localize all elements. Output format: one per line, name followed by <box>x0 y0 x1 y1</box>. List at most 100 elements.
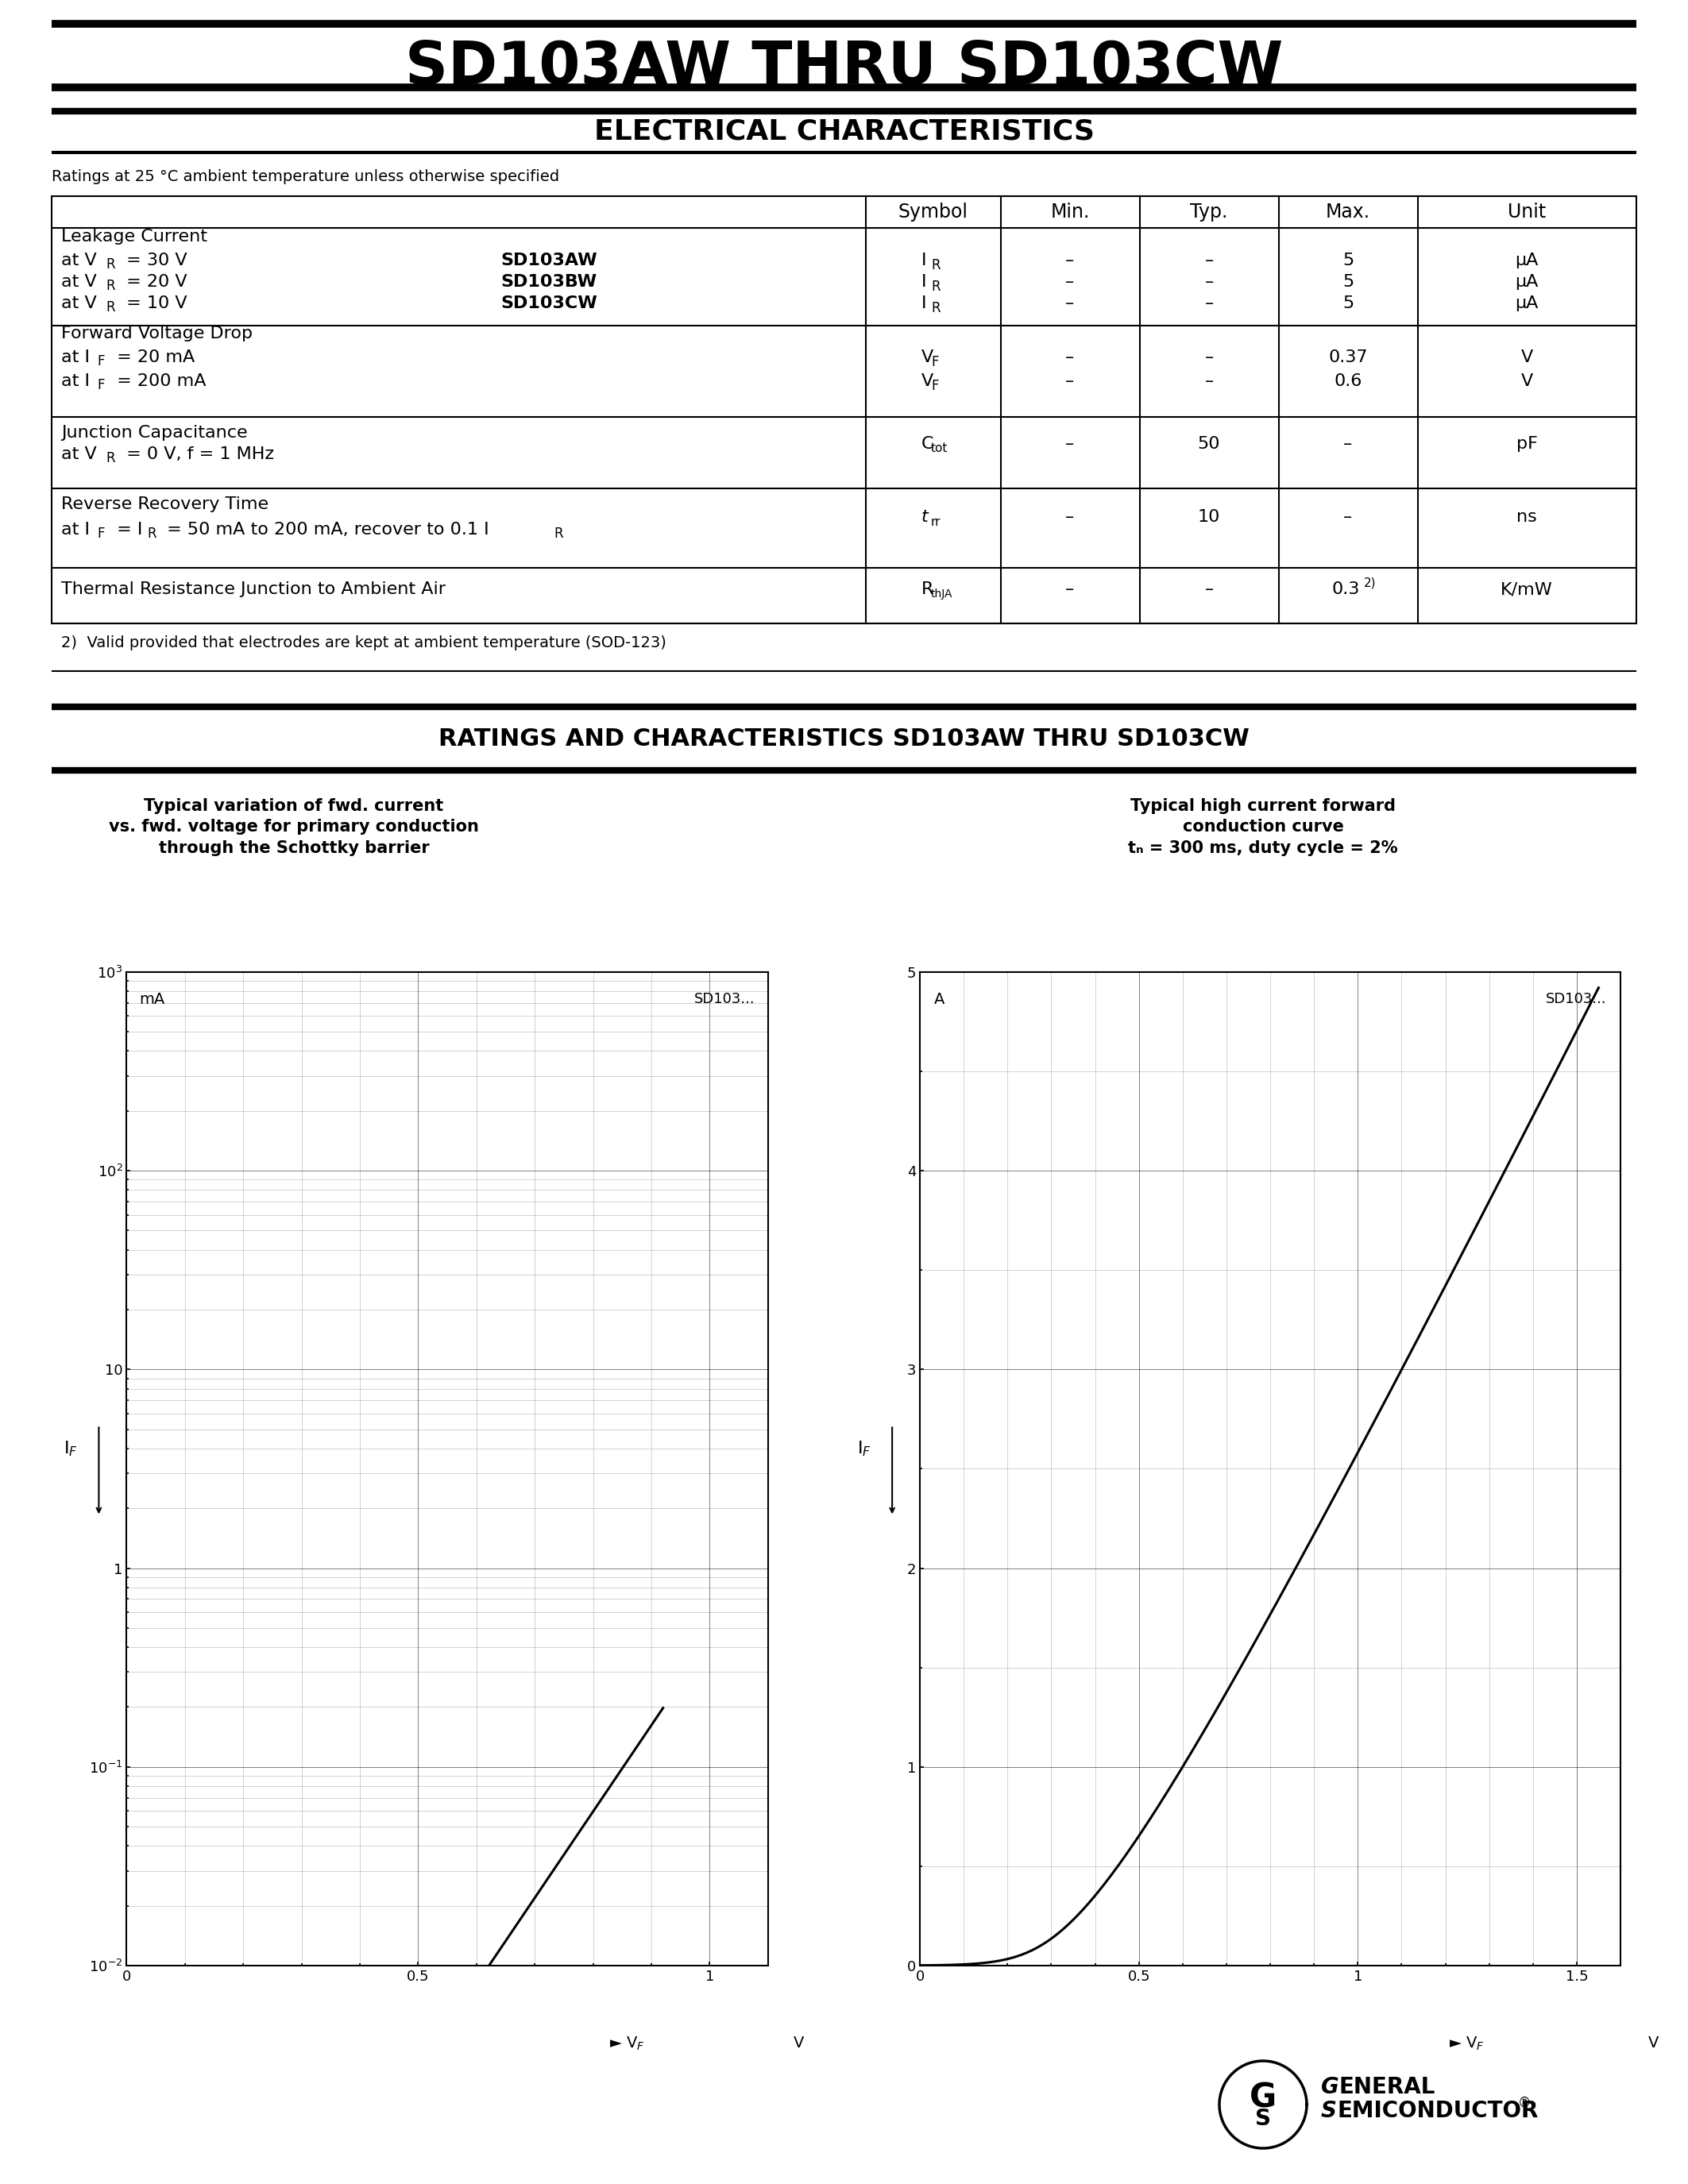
Text: at V: at V <box>61 273 96 290</box>
Text: I: I <box>922 273 927 290</box>
Text: G: G <box>1322 2077 1339 2099</box>
Text: F: F <box>96 354 105 369</box>
Text: Thermal Resistance Junction to Ambient Air: Thermal Resistance Junction to Ambient A… <box>61 581 446 596</box>
Text: R: R <box>106 258 115 271</box>
Text: at I: at I <box>61 349 89 365</box>
Text: S: S <box>1256 2108 1271 2129</box>
Text: = 30 V: = 30 V <box>122 253 187 269</box>
Text: S: S <box>1322 2099 1337 2123</box>
Text: 5: 5 <box>1342 295 1354 312</box>
Text: V: V <box>922 349 933 365</box>
Text: ENERAL: ENERAL <box>1339 2077 1435 2099</box>
Text: Typ.: Typ. <box>1190 203 1227 221</box>
Text: at I: at I <box>61 373 89 389</box>
Text: R: R <box>932 301 940 314</box>
Text: I$_F$: I$_F$ <box>858 1439 871 1459</box>
Text: 5: 5 <box>1342 273 1354 290</box>
Text: –: – <box>1065 581 1075 596</box>
Text: mA: mA <box>140 992 165 1007</box>
Text: –: – <box>1205 373 1214 389</box>
Text: R: R <box>106 452 115 465</box>
Text: at I: at I <box>61 522 89 537</box>
Text: Max.: Max. <box>1325 203 1371 221</box>
Text: –: – <box>1065 509 1075 524</box>
Text: 2)  Valid provided that electrodes are kept at ambient temperature (SOD-123): 2) Valid provided that electrodes are ke… <box>61 636 667 651</box>
Text: C: C <box>922 435 933 452</box>
Text: Forward Voltage Drop: Forward Voltage Drop <box>61 325 253 341</box>
Text: V: V <box>793 2035 803 2051</box>
Text: R: R <box>922 581 933 596</box>
Text: SD103AW THRU SD103CW: SD103AW THRU SD103CW <box>405 39 1283 96</box>
Text: R: R <box>147 526 157 542</box>
Text: = 0 V, f = 1 MHz: = 0 V, f = 1 MHz <box>122 446 273 463</box>
Text: –: – <box>1344 435 1352 452</box>
Text: Ratings at 25 °C ambient temperature unless otherwise specified: Ratings at 25 °C ambient temperature unl… <box>52 168 559 183</box>
Text: t: t <box>922 509 928 524</box>
Text: I$_F$: I$_F$ <box>64 1439 78 1459</box>
Text: = 20 V: = 20 V <box>122 273 187 290</box>
Text: = 200 mA: = 200 mA <box>111 373 206 389</box>
Text: SD103...: SD103... <box>694 992 755 1007</box>
Text: SD103CW: SD103CW <box>500 295 598 312</box>
Text: Min.: Min. <box>1050 203 1090 221</box>
Text: SD103BW: SD103BW <box>500 273 596 290</box>
Text: rr: rr <box>932 515 940 529</box>
Text: I: I <box>922 253 927 269</box>
Text: –: – <box>1065 349 1075 365</box>
Text: RATINGS AND CHARACTERISTICS SD103AW THRU SD103CW: RATINGS AND CHARACTERISTICS SD103AW THRU… <box>439 727 1249 749</box>
Text: ®: ® <box>1518 2097 1531 2110</box>
Text: ELECTRICAL CHARACTERISTICS: ELECTRICAL CHARACTERISTICS <box>594 118 1094 144</box>
Text: 0.3: 0.3 <box>1332 581 1361 596</box>
Text: G: G <box>1249 2081 1276 2114</box>
Text: μA: μA <box>1516 253 1538 269</box>
Text: = I: = I <box>111 522 142 537</box>
Text: Symbol: Symbol <box>898 203 969 221</box>
Text: R: R <box>554 526 562 542</box>
Text: EMICONDUCTOR: EMICONDUCTOR <box>1337 2099 1538 2123</box>
Text: = 10 V: = 10 V <box>122 295 187 312</box>
Text: –: – <box>1065 435 1075 452</box>
Text: pF: pF <box>1516 435 1538 452</box>
Text: ► V$_F$: ► V$_F$ <box>1448 2035 1484 2053</box>
Text: F: F <box>96 526 105 542</box>
Text: V: V <box>1521 349 1533 365</box>
Text: –: – <box>1205 295 1214 312</box>
Text: at V: at V <box>61 253 96 269</box>
Text: V: V <box>1649 2035 1659 2051</box>
Text: –: – <box>1344 509 1352 524</box>
Text: Typical high current forward
conduction curve
tₙ = 300 ms, duty cycle = 2%: Typical high current forward conduction … <box>1128 797 1398 856</box>
Text: –: – <box>1065 295 1075 312</box>
Text: –: – <box>1065 373 1075 389</box>
Text: Typical variation of fwd. current
vs. fwd. voltage for primary conduction
throug: Typical variation of fwd. current vs. fw… <box>108 797 479 856</box>
Text: 0.37: 0.37 <box>1328 349 1367 365</box>
Text: F: F <box>932 378 939 393</box>
Text: at V: at V <box>61 446 96 463</box>
Text: –: – <box>1205 273 1214 290</box>
Text: R: R <box>932 258 940 273</box>
Text: Unit: Unit <box>1507 203 1546 221</box>
Text: –: – <box>1205 253 1214 269</box>
Text: R: R <box>106 299 115 314</box>
Text: 10: 10 <box>1198 509 1220 524</box>
Text: = 20 mA: = 20 mA <box>111 349 194 365</box>
Text: R: R <box>106 280 115 293</box>
Text: Junction Capacitance: Junction Capacitance <box>61 426 248 441</box>
Text: Reverse Recovery Time: Reverse Recovery Time <box>61 496 268 513</box>
Text: = 50 mA to 200 mA, recover to 0.1 I: = 50 mA to 200 mA, recover to 0.1 I <box>162 522 490 537</box>
Text: V: V <box>1521 373 1533 389</box>
Text: ns: ns <box>1516 509 1538 524</box>
Text: –: – <box>1065 253 1075 269</box>
Text: 50: 50 <box>1198 435 1220 452</box>
Text: μA: μA <box>1516 295 1538 312</box>
Text: μA: μA <box>1516 273 1538 290</box>
Text: V: V <box>922 373 933 389</box>
Text: tot: tot <box>932 443 949 454</box>
Text: 0.6: 0.6 <box>1334 373 1362 389</box>
Text: SD103AW: SD103AW <box>500 253 598 269</box>
Text: –: – <box>1205 581 1214 596</box>
Text: F: F <box>932 356 939 369</box>
Text: 2): 2) <box>1364 577 1376 590</box>
Text: Leakage Current: Leakage Current <box>61 229 208 245</box>
Text: A: A <box>933 992 945 1007</box>
Text: F: F <box>96 378 105 393</box>
